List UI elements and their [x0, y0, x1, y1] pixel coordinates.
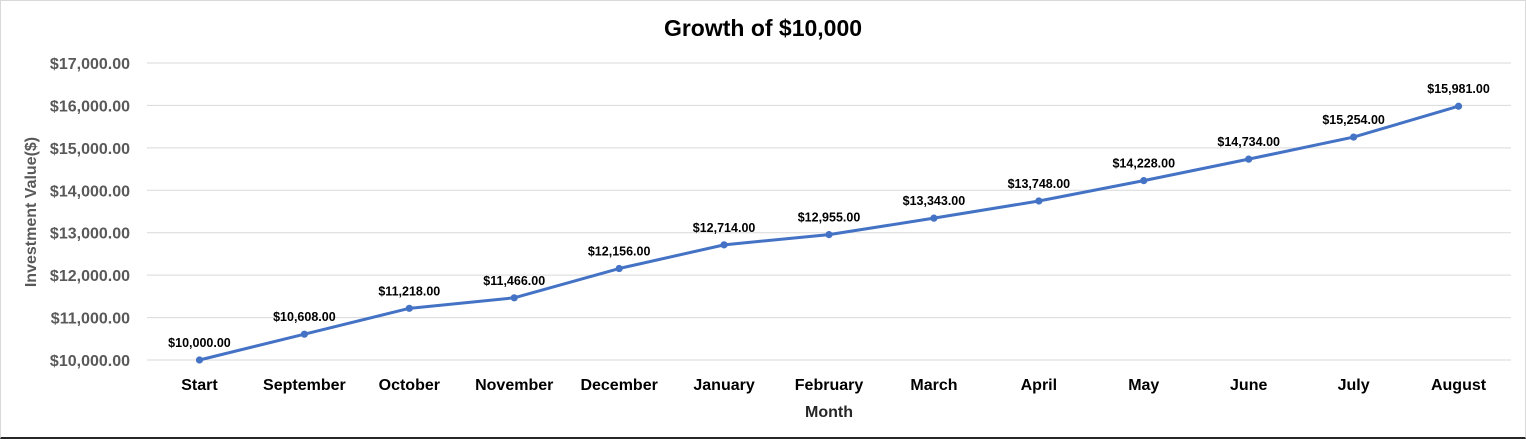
x-tick-label: July	[1338, 377, 1370, 394]
x-tick-label: Start	[181, 377, 218, 394]
data-label: $12,714.00	[693, 221, 756, 235]
data-label: $15,981.00	[1427, 82, 1490, 96]
data-label: $10,000.00	[168, 336, 231, 350]
y-tick-label: $16,000.00	[50, 98, 130, 115]
x-tick-label: August	[1431, 377, 1487, 394]
y-tick-label: $13,000.00	[50, 226, 130, 243]
y-tick-label: $17,000.00	[50, 56, 130, 73]
data-labels: $10,000.00 $10,608.00 $11,218.00 $11,466.00…	[168, 82, 1490, 350]
y-axis-ticks: $10,000.00 $11,000.00 $12,000.00 $13,000.00…	[50, 56, 130, 370]
data-point	[1245, 155, 1253, 163]
x-tick-label: May	[1128, 377, 1159, 394]
data-point	[930, 214, 938, 222]
data-point	[615, 264, 623, 273]
y-tick-label: $11,000.00	[51, 311, 130, 328]
x-tick-label: January	[693, 377, 754, 394]
y-axis-label: Investment Value($)	[23, 137, 40, 287]
series-layer	[195, 102, 1463, 364]
x-axis-ticks: Start September October November December Jan…	[181, 377, 1487, 394]
x-tick-label: October	[379, 377, 440, 394]
x-tick-label: November	[475, 377, 553, 394]
x-tick-label: September	[263, 377, 346, 394]
chart-title: Growth of $10,000	[664, 15, 862, 41]
data-point	[195, 356, 204, 364]
x-tick-label: March	[910, 377, 957, 394]
y-tick-label: $15,000.00	[50, 141, 130, 158]
data-point	[1035, 197, 1043, 205]
data-label: $14,734.00	[1217, 135, 1280, 149]
data-point	[405, 304, 413, 312]
y-tick-label: $12,000.00	[50, 268, 130, 285]
x-tick-label: June	[1230, 377, 1267, 394]
data-label: $12,156.00	[588, 245, 651, 259]
x-tick-label: December	[580, 377, 657, 394]
y-tick-label: $10,000.00	[50, 353, 130, 370]
data-label: $10,608.00	[273, 310, 336, 324]
x-axis-label: Month	[805, 404, 853, 421]
data-label: $13,748.00	[1008, 177, 1071, 191]
x-tick-label: April	[1021, 377, 1057, 394]
data-point	[300, 330, 308, 338]
data-point	[1140, 177, 1148, 185]
data-label: $12,955.00	[798, 211, 861, 225]
data-point	[510, 294, 518, 302]
data-label: $14,228.00	[1112, 157, 1175, 171]
data-label: $11,218.00	[378, 284, 440, 298]
data-point	[825, 231, 833, 239]
data-point	[720, 241, 728, 249]
data-point	[1350, 133, 1358, 141]
data-label: $13,343.00	[903, 194, 966, 208]
y-tick-label: $14,000.00	[50, 183, 130, 200]
data-point	[1454, 102, 1463, 110]
x-tick-label: February	[795, 377, 864, 394]
data-label: $15,254.00	[1322, 113, 1385, 127]
data-label: $11,466.00	[483, 274, 545, 288]
